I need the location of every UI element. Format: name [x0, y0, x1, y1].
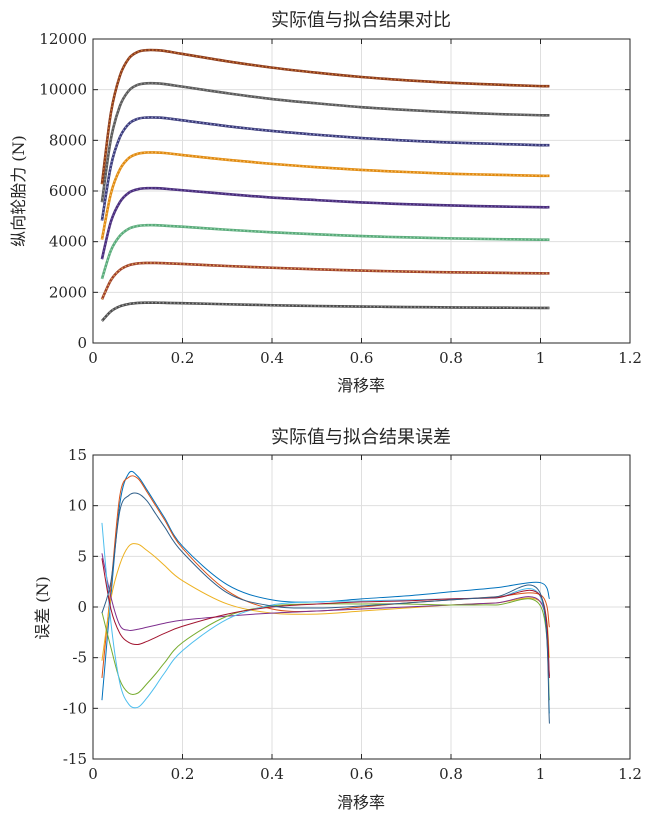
x-tick-label: 0.6 [350, 765, 374, 783]
error-series-line [101, 598, 550, 701]
y-tick-label: 10 [68, 497, 87, 515]
series-group [101, 470, 550, 724]
x-axis-label: 滑移率 [337, 376, 385, 395]
y-tick-label: 15 [68, 446, 87, 464]
series-line-fit [101, 224, 550, 280]
y-tick-label: 2000 [49, 283, 87, 301]
series-line-fit [101, 151, 550, 240]
y-tick-label: 12000 [39, 30, 87, 48]
x-tick-label: 0.8 [439, 349, 463, 367]
chart-title: 实际值与拟合结果误差 [271, 427, 451, 448]
y-tick-label: 8000 [49, 131, 87, 149]
series-line-fit [101, 187, 550, 260]
error-chart: 实际值与拟合结果误差 滑移率 误差 (N) 0 0.2 0.4 0.6 0.8 1 1.2 -… [33, 427, 642, 812]
x-tick-label: 0 [88, 349, 98, 367]
x-tick-label: 0.2 [171, 349, 195, 367]
series-line-actual [100, 301, 550, 322]
y-axis-label: 误差 (N) [33, 576, 52, 640]
x-tick-label: 0.4 [260, 765, 284, 783]
y-tick-label: -15 [63, 750, 87, 768]
series-line-fit [101, 116, 550, 221]
x-tick-label: 1 [536, 349, 546, 367]
series-line-fit [101, 49, 550, 185]
comparison-chart: 实际值与拟合结果对比 滑移率 纵向轮胎力 (N) 0 0.2 0.4 0.6 0.8 1 1… [9, 10, 642, 395]
y-tick-label: -10 [63, 699, 87, 717]
y-tick-label: -5 [72, 649, 87, 667]
series-line-fit [101, 262, 550, 300]
x-tick-label: 0.2 [171, 765, 195, 783]
x-tick-label: 1 [536, 765, 546, 783]
y-tick-label: 5 [77, 547, 87, 565]
x-tick-label: 0.8 [439, 765, 463, 783]
y-axis-label: 纵向轮胎力 (N) [9, 135, 28, 247]
x-tick-label: 0.4 [260, 349, 284, 367]
y-tick-label: 0 [77, 598, 87, 616]
y-tick-label: 0 [77, 334, 87, 352]
y-tick-label: 4000 [49, 233, 87, 251]
series-line-fit [101, 82, 550, 203]
y-tick-label: 6000 [49, 182, 87, 200]
chart-title: 实际值与拟合结果对比 [271, 10, 451, 31]
error-series-line [101, 492, 550, 724]
x-tick-label: 0.6 [350, 349, 374, 367]
y-tick-label: 10000 [39, 81, 87, 99]
x-tick-label: 1.2 [618, 765, 642, 783]
x-axis-label: 滑移率 [337, 793, 385, 812]
series-group [100, 48, 550, 322]
x-tick-label: 0 [88, 765, 98, 783]
error-series-line [101, 470, 550, 701]
x-tick-label: 1.2 [618, 349, 642, 367]
